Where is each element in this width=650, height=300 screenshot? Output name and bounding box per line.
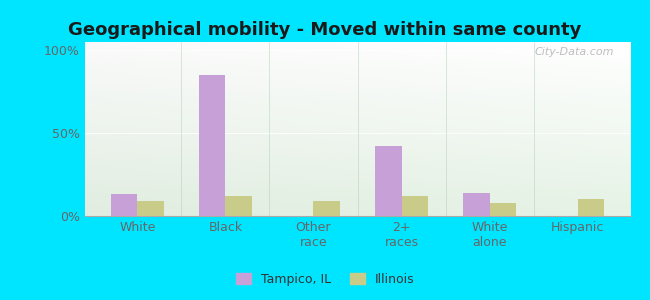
Text: City-Data.com: City-Data.com bbox=[534, 47, 614, 57]
Bar bbox=[375, 146, 402, 216]
Legend: Tampico, IL, Illinois: Tampico, IL, Illinois bbox=[231, 268, 419, 291]
Bar bbox=[199, 75, 226, 216]
Bar bbox=[578, 200, 604, 216]
Bar bbox=[313, 201, 340, 216]
Bar bbox=[111, 194, 137, 216]
Bar bbox=[402, 196, 428, 216]
Text: Geographical mobility - Moved within same county: Geographical mobility - Moved within sam… bbox=[68, 21, 582, 39]
Bar bbox=[226, 196, 252, 216]
Bar bbox=[137, 201, 164, 216]
Bar bbox=[463, 193, 489, 216]
Bar bbox=[489, 203, 516, 216]
